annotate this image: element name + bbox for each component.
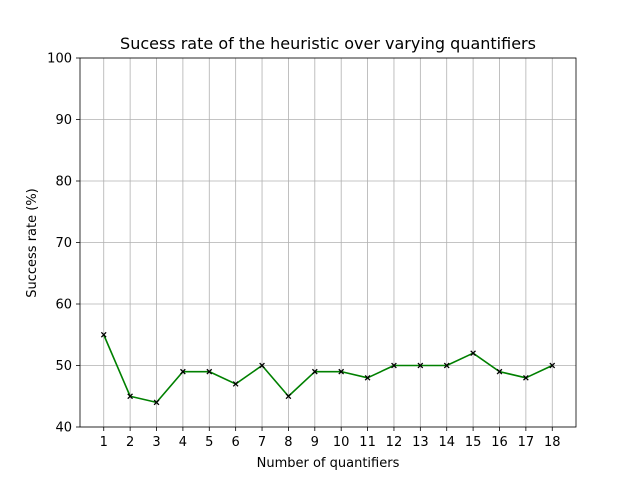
data-point-marker: [417, 362, 424, 369]
marker-stroke: [127, 393, 133, 400]
data-point-marker: [338, 368, 345, 375]
data-point-marker: [180, 368, 186, 375]
marker-stroke: [338, 368, 345, 375]
x-tick-label: 8: [284, 435, 292, 450]
data-point-marker: [523, 374, 529, 381]
x-tick-label: 17: [518, 435, 535, 450]
data-point-marker: [127, 393, 133, 400]
y-tick-label: 40: [55, 421, 72, 436]
y-tick-label: 80: [55, 175, 72, 190]
series-layer: [100, 331, 556, 406]
data-point-marker: [496, 368, 503, 375]
y-tick-label: 100: [47, 52, 72, 67]
series-line: [103, 334, 553, 404]
x-tick-label: 14: [438, 435, 455, 450]
x-tick-label: 2: [126, 435, 134, 450]
data-point-marker: [232, 381, 239, 387]
marker-stroke: [523, 374, 529, 381]
x-tick-label: 10: [333, 435, 350, 450]
x-axis-ticks: 1 2 3 4 5 6 7 8 9 10 11 12 13 14 15 16 17 18: [100, 427, 561, 450]
data-point-marker: [470, 350, 476, 357]
marker-stroke: [180, 368, 186, 375]
x-axis-label: Number of quantifiers: [257, 456, 400, 471]
marker-stroke: [206, 368, 213, 375]
x-tick-label: 5: [205, 435, 213, 450]
y-tick-label: 70: [55, 236, 72, 251]
data-point-marker: [285, 393, 292, 400]
x-tick-label: 1: [100, 435, 108, 450]
x-tick-label: 18: [544, 435, 561, 450]
data-point-marker: [443, 362, 450, 369]
x-tick-label: 16: [491, 435, 508, 450]
x-tick-label: 4: [179, 435, 187, 450]
x-tick-label: 6: [232, 435, 240, 450]
marker-stroke: [443, 362, 450, 369]
data-point-marker: [259, 362, 265, 369]
marker-stroke: [391, 362, 397, 369]
y-axis-ticks: 40 50 60 70 80 90 100: [47, 52, 80, 436]
y-tick-label: 90: [55, 113, 72, 128]
data-point-marker: [206, 368, 213, 375]
x-tick-label: 13: [412, 435, 429, 450]
data-point-marker: [153, 399, 160, 406]
marker-stroke: [417, 362, 424, 369]
x-tick-label: 9: [311, 435, 319, 450]
x-tick-label: 3: [152, 435, 160, 450]
y-axis-label: Success rate (%): [25, 188, 40, 298]
marker-stroke: [496, 368, 503, 375]
marker-stroke: [100, 331, 107, 338]
marker-stroke: [470, 350, 476, 357]
marker-stroke: [549, 362, 556, 369]
marker-stroke: [285, 393, 292, 400]
data-point-marker: [311, 368, 318, 375]
data-point-marker: [549, 362, 556, 369]
marker-stroke: [232, 381, 239, 387]
y-tick-label: 50: [55, 359, 72, 374]
x-tick-label: 12: [386, 435, 403, 450]
data-point-marker: [364, 374, 371, 381]
x-tick-label: 15: [465, 435, 482, 450]
marker-stroke: [259, 362, 265, 369]
data-point-marker: [391, 362, 397, 369]
marker-stroke: [364, 374, 371, 381]
y-tick-label: 60: [55, 298, 72, 313]
data-point-marker: [100, 331, 107, 338]
marker-stroke: [311, 368, 318, 375]
chart-title: Sucess rate of the heuristic over varyin…: [120, 34, 536, 53]
marker-stroke: [153, 399, 160, 406]
x-tick-label: 11: [359, 435, 376, 450]
plot-area: 1 2 3 4 5 6 7 8 9 10 11 12 13 14 15 16 17 18 405060708090…: [47, 52, 577, 450]
x-tick-label: 7: [258, 435, 266, 450]
